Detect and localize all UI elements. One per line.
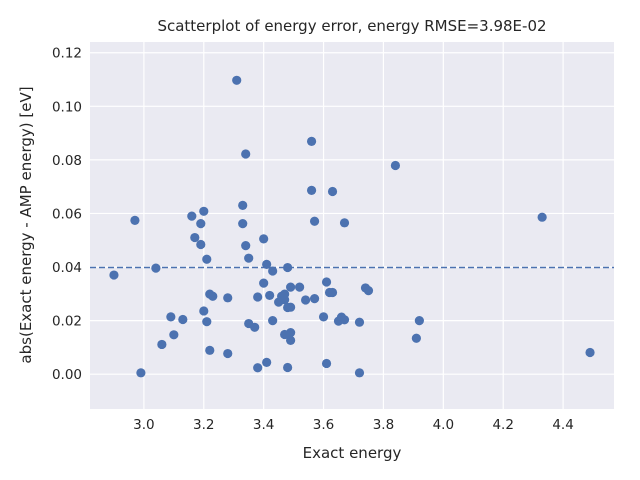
y-tick-label: 0.10 (52, 99, 82, 115)
data-point (151, 263, 161, 273)
data-point (130, 215, 140, 226)
data-point (109, 270, 119, 280)
data-point (280, 295, 290, 305)
data-point (268, 315, 278, 326)
data-point (283, 262, 293, 273)
data-point (354, 317, 365, 327)
data-point (306, 136, 317, 146)
y-tick-label: 0.04 (52, 260, 82, 276)
data-point (208, 291, 218, 301)
data-point (286, 302, 296, 312)
data-point (196, 239, 206, 250)
data-point (232, 75, 242, 85)
x-tick-label: 3.8 (373, 417, 394, 433)
data-point (318, 312, 329, 322)
data-point (363, 285, 374, 296)
data-point (300, 295, 311, 305)
data-point (205, 345, 215, 355)
data-point (268, 266, 278, 276)
x-tick-label: 3.6 (313, 417, 334, 433)
data-point (190, 232, 200, 243)
x-tick-label: 3.2 (193, 417, 214, 433)
x-tick-label: 3.0 (133, 417, 154, 433)
y-tick-label: 0.00 (52, 367, 82, 383)
data-point (223, 293, 233, 303)
data-point (241, 240, 251, 251)
data-point (309, 216, 320, 226)
data-point (136, 368, 146, 378)
data-point (238, 219, 248, 229)
data-point (241, 149, 251, 159)
chart-title: Scatterplot of energy error, energy RMSE… (157, 17, 546, 35)
data-point (321, 358, 332, 369)
data-point (202, 254, 212, 264)
data-point (169, 330, 179, 340)
data-point (339, 315, 350, 325)
x-tick-labels: 3.0 3.2 3.4 3.6 3.8 4.0 4.2 4.4 (133, 417, 574, 433)
x-axis-label: Exact energy (303, 444, 402, 462)
data-point (414, 315, 424, 326)
data-point (265, 290, 275, 301)
data-point (295, 282, 305, 292)
x-tick-label: 4.2 (492, 417, 513, 433)
y-tick-label: 0.02 (52, 314, 82, 330)
data-point (286, 282, 296, 292)
data-point (223, 348, 233, 359)
data-point (306, 185, 317, 196)
data-point (166, 312, 176, 322)
data-point (253, 292, 263, 302)
data-point (196, 219, 206, 229)
plot-area (90, 42, 614, 409)
data-point (327, 186, 338, 197)
data-point (339, 218, 350, 228)
data-point (250, 322, 260, 332)
data-point (286, 335, 296, 346)
data-point (585, 347, 595, 358)
data-point (157, 339, 167, 350)
data-point (199, 206, 209, 216)
data-point (253, 363, 263, 373)
data-point (262, 259, 272, 269)
data-point (283, 362, 293, 373)
data-point (321, 277, 332, 287)
data-point (286, 328, 296, 338)
data-point (259, 278, 269, 288)
y-tick-label: 0.06 (52, 206, 82, 222)
x-tick-label: 4.4 (552, 417, 573, 433)
data-point (244, 253, 254, 263)
data-point (199, 306, 209, 316)
data-point (537, 212, 547, 222)
data-point (390, 160, 401, 171)
x-tick-label: 4.0 (433, 417, 454, 433)
x-tick-label: 3.4 (253, 417, 274, 433)
y-tick-label: 0.08 (52, 153, 82, 169)
data-point (202, 317, 212, 327)
data-point (178, 314, 188, 325)
data-point (327, 287, 338, 298)
data-point (354, 368, 365, 378)
data-point (238, 200, 248, 211)
data-point (411, 333, 421, 343)
data-point (187, 211, 197, 221)
scatter-points (109, 75, 595, 378)
data-point (262, 357, 272, 367)
data-point (259, 234, 269, 244)
y-axis-label: abs(Exact energy - AMP energy) [eV] (17, 86, 35, 363)
y-tick-label: 0.12 (52, 46, 82, 62)
data-point (309, 294, 320, 304)
y-tick-labels: 0.00 0.02 0.04 0.06 0.08 0.10 0.12 (52, 46, 82, 383)
